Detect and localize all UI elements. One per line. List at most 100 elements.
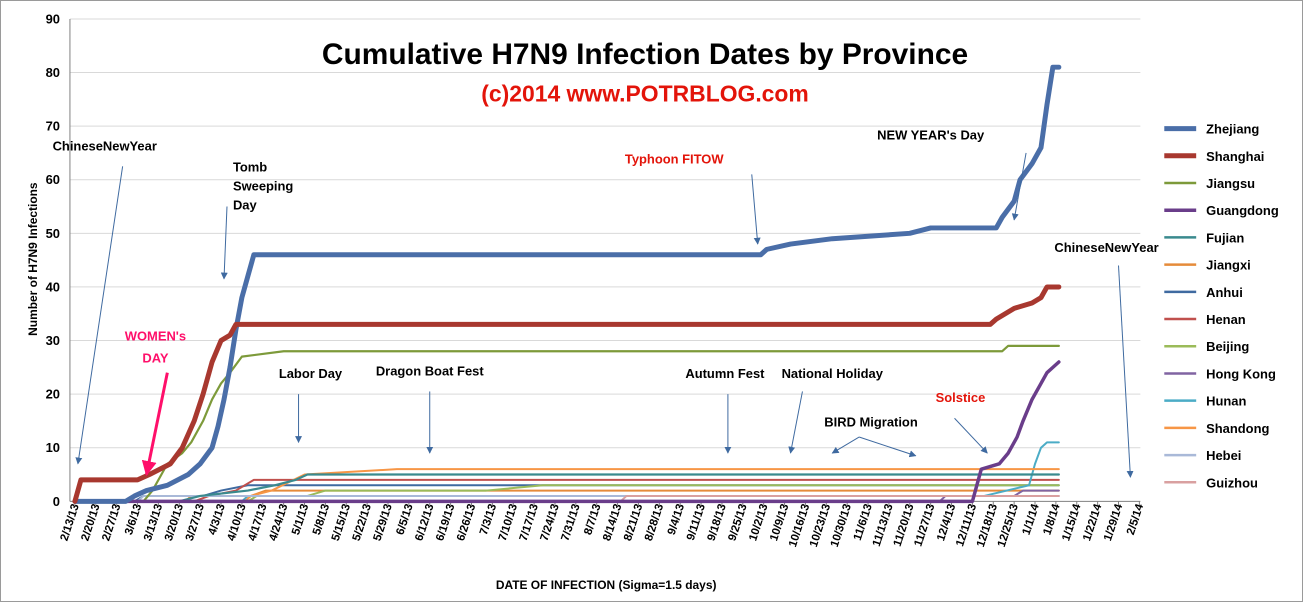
annotation-label: Autumn Fest	[685, 366, 765, 381]
y-tick-label: 20	[46, 387, 60, 402]
y-tick-labels: 0 10 20 30 40 50 60 70 80 90	[46, 11, 60, 508]
y-tick-label: 50	[46, 226, 60, 241]
legend-label: Henan	[1206, 312, 1246, 327]
annotation-label: National Holiday	[782, 366, 884, 381]
annotation-label: Sweeping	[233, 179, 293, 194]
x-tick-label: 9/4/13	[666, 503, 687, 537]
x-tick-label: 10/30/13	[829, 503, 854, 549]
x-tick-label: 7/10/13	[497, 503, 520, 543]
x-tick-label: 2/27/13	[100, 503, 123, 543]
legend-label: Hunan	[1206, 394, 1246, 409]
x-tick-label: 9/25/13	[726, 503, 749, 543]
x-tick-label: 4/3/13	[207, 503, 228, 537]
x-tick-label: 3/27/13	[184, 503, 207, 543]
x-tick-label: 6/5/13	[394, 503, 415, 537]
annotation-label: Typhoon FITOW	[625, 152, 724, 167]
annotation-arrow	[788, 391, 803, 454]
x-tick-label: 4/17/13	[246, 503, 269, 543]
x-axis-title: DATE OF INFECTION (Sigma=1.5 days)	[496, 578, 717, 592]
x-tick-label: 1/29/14	[1102, 502, 1125, 543]
chart-subtitle: (c)2014 www.POTRBLOG.com	[481, 81, 809, 107]
annotation-arrow	[858, 436, 917, 458]
y-tick-label: 40	[46, 279, 60, 294]
x-tick-label: 7/3/13	[478, 503, 499, 537]
x-tick-label: 12/4/13	[935, 503, 958, 543]
x-tick-label: 9/11/13	[685, 503, 708, 542]
series-line-jiangsu	[73, 344, 1060, 503]
annotation-label: Dragon Boat Fest	[376, 363, 485, 378]
annotation-arrow	[954, 417, 988, 454]
x-tick-label: 1/8/14	[1041, 502, 1062, 537]
y-tick-label: 80	[46, 65, 60, 80]
x-tick-label: 6/26/13	[455, 503, 478, 543]
annotation-arrow	[220, 206, 228, 280]
legend-label: Jiangsu	[1206, 176, 1255, 191]
annotation-label: Day	[233, 198, 258, 213]
x-tick-label: 10/9/13	[768, 503, 791, 543]
x-tick-labels: 2/13/132/20/132/27/13 3/6/133/13/133/20/1…	[59, 501, 1146, 549]
x-tick-label: 11/6/13	[852, 503, 875, 542]
annotation-label: Tomb	[233, 160, 267, 175]
series-line-hunan	[73, 441, 1060, 503]
x-tick-label: 12/25/13	[996, 503, 1021, 549]
x-tick-label: 5/22/13	[351, 503, 374, 543]
y-tick-label: 70	[46, 119, 60, 134]
annotation-label: ChineseNewYear	[1054, 240, 1158, 255]
x-tick-label: 8/21/13	[622, 503, 645, 543]
annotation-label: NEW YEAR's Day	[877, 128, 985, 143]
legend-label: Guangdong	[1206, 203, 1279, 218]
annotation-label: DAY	[142, 350, 168, 365]
series-line-fujian	[73, 473, 1060, 503]
x-tick-label: 4/24/13	[267, 503, 290, 543]
legend-label: Hebei	[1206, 448, 1241, 463]
legend-label: Guizhou	[1206, 475, 1258, 490]
annotation-label: WOMEN's	[125, 329, 186, 344]
chart-title: Cumulative H7N9 Infection Dates by Provi…	[322, 38, 968, 71]
legend-label: Hong Kong	[1206, 366, 1276, 381]
x-tick-label: 2/20/13	[79, 503, 102, 543]
legend-label: Beijing	[1206, 339, 1249, 354]
x-tick-label: 5/15/13	[330, 503, 353, 543]
x-tick-label: 8/28/13	[643, 503, 666, 543]
annotation-label: Labor Day	[279, 366, 343, 381]
legend: Zhejiang Shanghai Jiangsu Guangdong Fujian Ji…	[1164, 122, 1279, 490]
legend-label: Shanghai	[1206, 149, 1264, 164]
legend-label: Fujian	[1206, 230, 1244, 245]
annotation-arrow	[1118, 265, 1134, 478]
x-tick-label: 8/7/13	[582, 503, 603, 537]
x-tick-label: 3/20/13	[163, 503, 186, 543]
gridlines	[69, 18, 1141, 449]
x-tick-label: 8/14/13	[601, 503, 624, 543]
x-tick-label: 1/22/14	[1081, 502, 1104, 543]
annotation-arrow	[141, 372, 169, 476]
x-tick-label: 7/24/13	[539, 503, 562, 543]
annotation-arrow	[1011, 152, 1027, 221]
x-tick-label: 6/19/13	[434, 503, 457, 543]
annotation-arrow	[75, 166, 124, 465]
annotation-label: Solstice	[936, 390, 986, 405]
x-tick-label: 2/5/14	[1125, 502, 1146, 537]
x-tick-label: 5/29/13	[372, 503, 395, 543]
x-tick-label: 4/10/13	[226, 503, 249, 543]
annotation-label: BIRD Migration	[824, 414, 918, 429]
y-tick-label: 30	[46, 333, 60, 348]
x-tick-label: 1/15/14	[1060, 502, 1083, 543]
x-tick-label: 3/13/13	[142, 503, 165, 543]
x-tick-label: 5/1/13	[290, 503, 311, 537]
annotation-arrow	[831, 436, 860, 454]
y-tick-label: 60	[46, 172, 60, 187]
annotations: ChineseNewYear Tomb Sweeping Day WOMEN's DAY L…	[53, 128, 1159, 478]
x-tick-label: 9/18/13	[706, 503, 729, 543]
x-tick-label: 11/27/13	[913, 503, 938, 549]
x-tick-label: 5/8/13	[311, 503, 332, 537]
y-tick-label: 0	[53, 494, 60, 509]
x-tick-label: 10/2/13	[747, 503, 770, 543]
legend-label: Zhejiang	[1206, 122, 1259, 137]
legend-label: Anhui	[1206, 285, 1243, 300]
y-axis-title: Number of H7N9 Infections	[26, 182, 40, 336]
legend-label: Jiangxi	[1206, 258, 1251, 273]
annotation-label: ChineseNewYear	[53, 138, 157, 153]
x-tick-label: 1/1/14	[1021, 502, 1042, 537]
series-lines	[72, 64, 1062, 504]
